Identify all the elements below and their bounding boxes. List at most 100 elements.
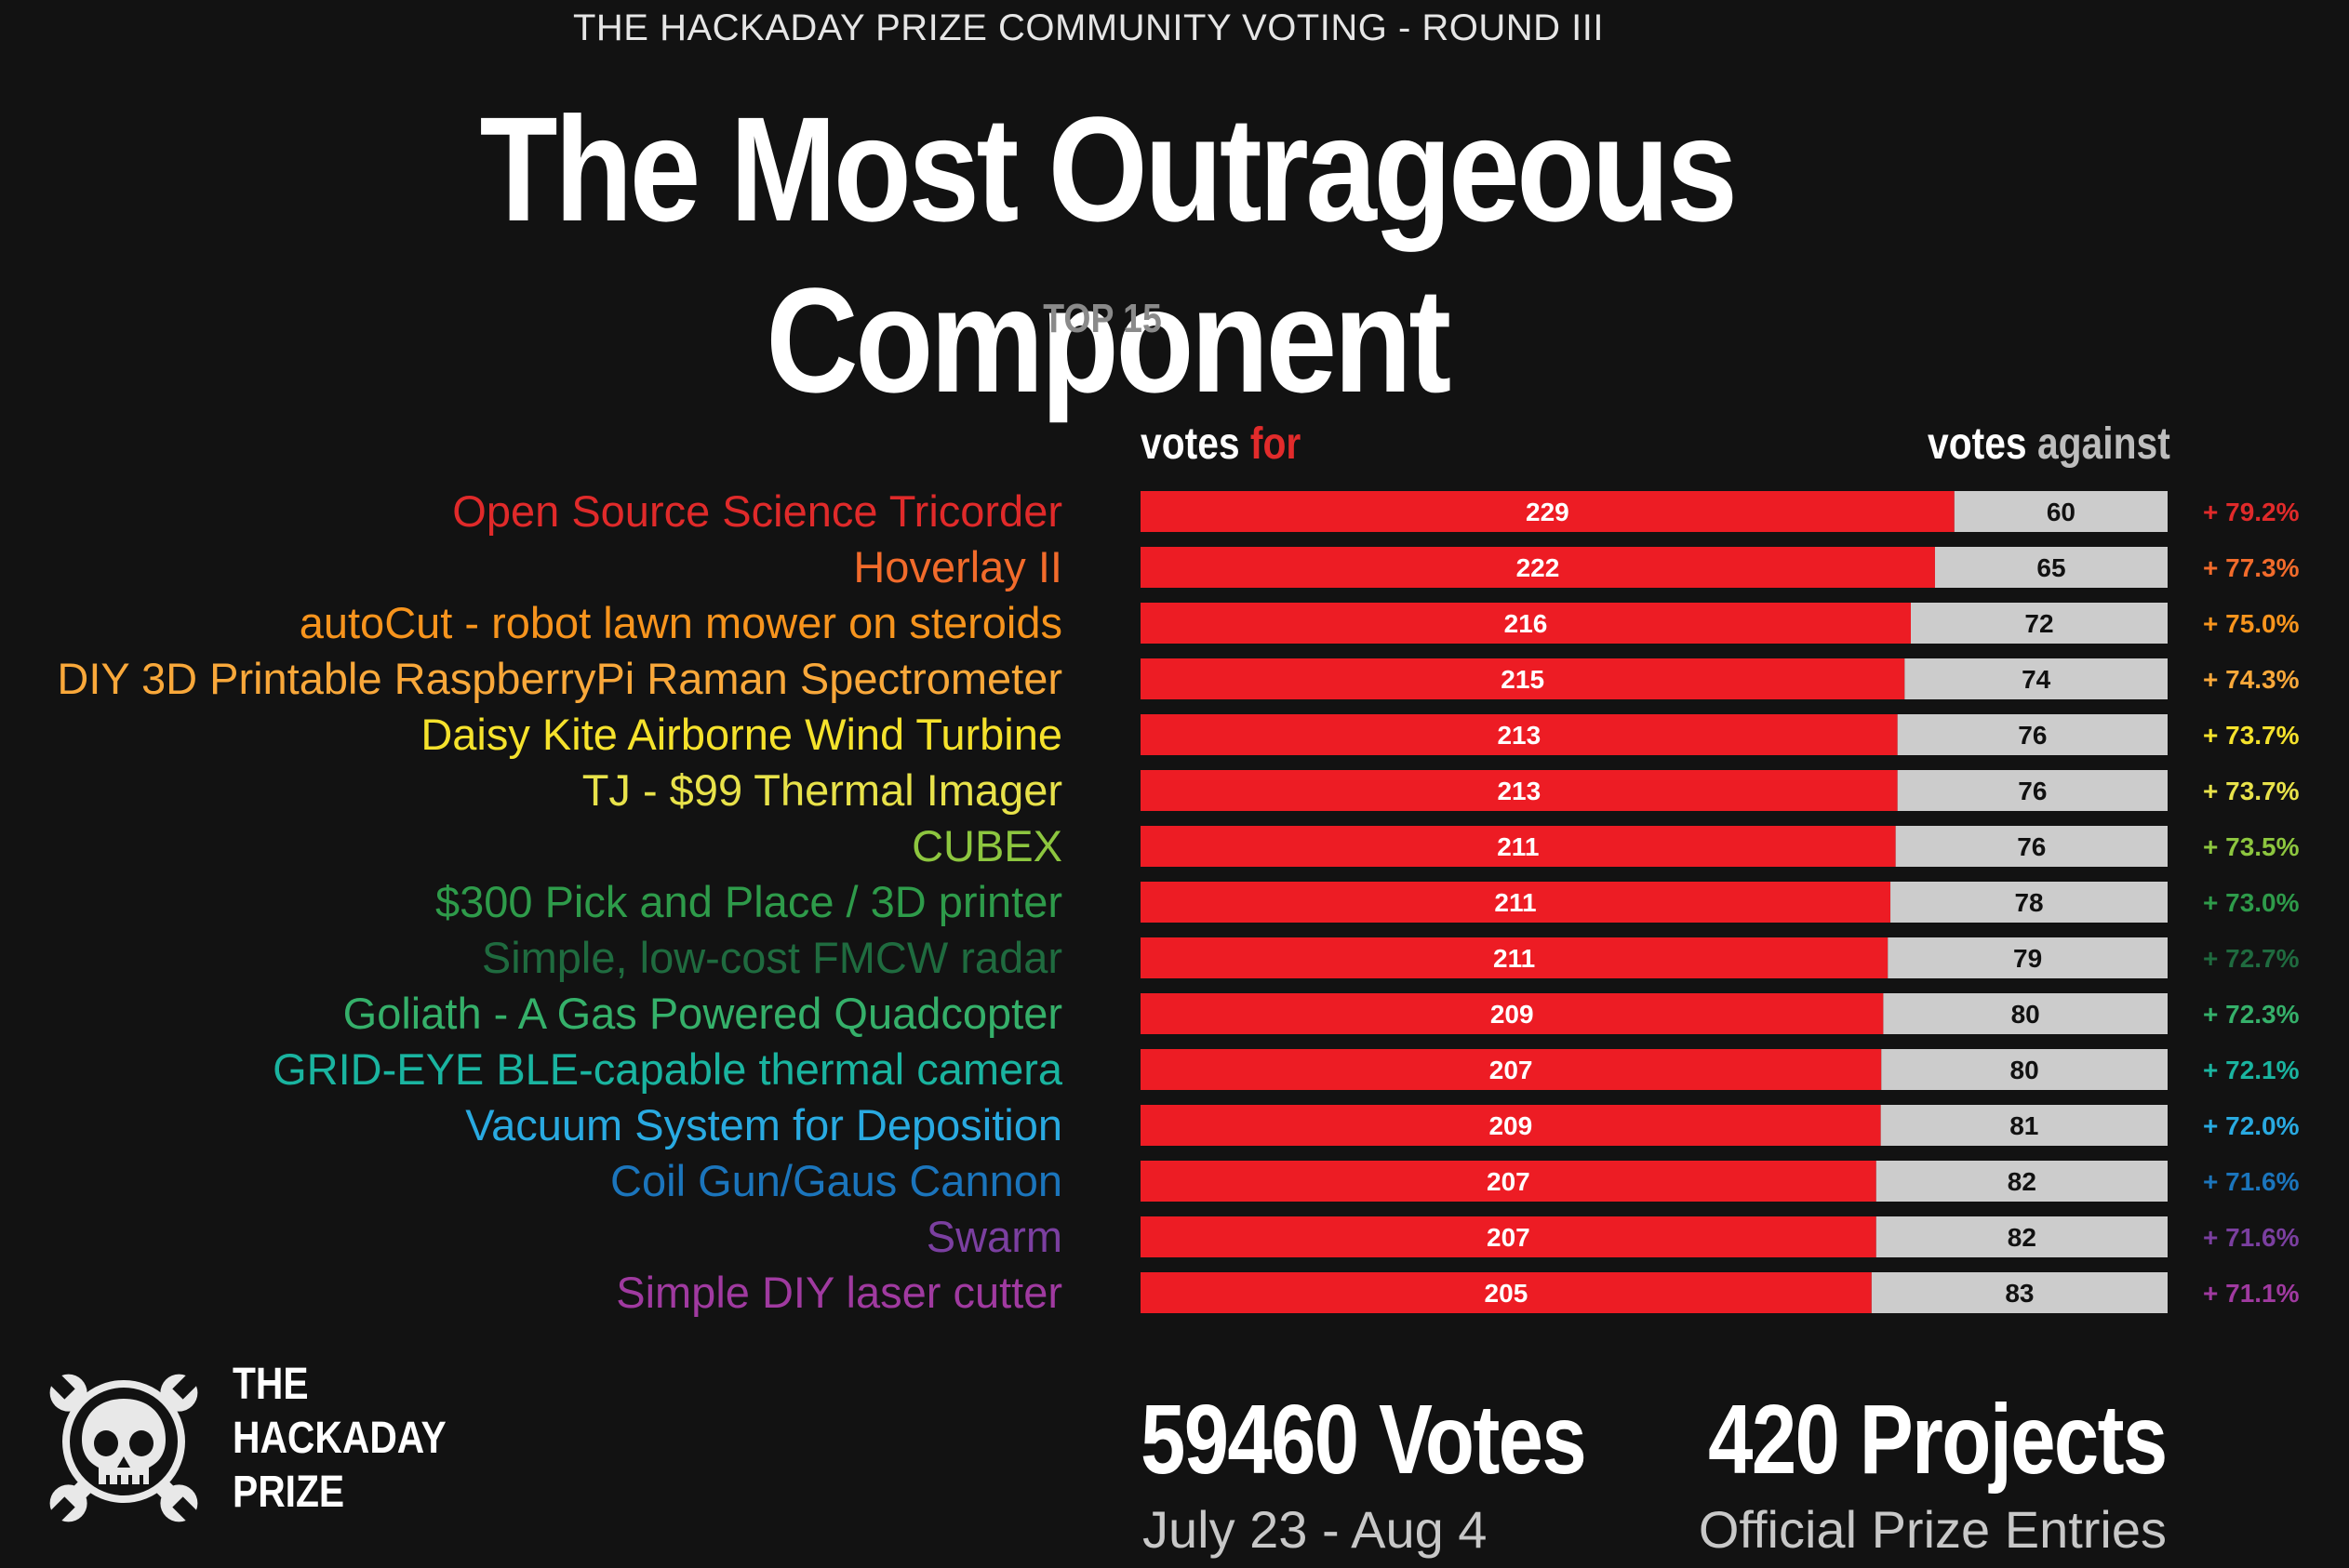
value-label-for: 215 <box>1501 665 1544 694</box>
value-label-for: 216 <box>1504 609 1548 638</box>
legend-against-word: against <box>2037 419 2170 469</box>
value-label-for: 211 <box>1494 888 1536 917</box>
bar-votes-against <box>1904 658 2168 699</box>
category-label: Simple DIY laser cutter <box>616 1268 1062 1317</box>
total-votes: 59460 Votes <box>1141 1385 1587 1495</box>
percentage-label: + 73.7% <box>2203 777 2300 805</box>
value-label-for: 205 <box>1485 1279 1528 1308</box>
legend-for-word: for <box>1249 419 1301 469</box>
value-label-against: 82 <box>2008 1167 2036 1196</box>
value-label-for: 207 <box>1489 1056 1533 1084</box>
percentage-label: + 72.0% <box>2203 1111 2300 1140</box>
bar-votes-against <box>1888 937 2168 978</box>
category-label: Swarm <box>927 1212 1062 1261</box>
value-label-against: 80 <box>2011 1000 2040 1029</box>
bar-votes-for <box>1141 658 1905 699</box>
category-label: CUBEX <box>912 821 1062 870</box>
value-label-against: 79 <box>2013 944 2042 973</box>
category-label: Simple, low-cost FMCW radar <box>482 933 1062 982</box>
brand-name: THE HACKADAY PRIZE <box>233 1358 447 1520</box>
value-label-for: 222 <box>1516 553 1560 582</box>
bar-votes-for <box>1141 547 1935 588</box>
category-label: $300 Pick and Place / 3D printer <box>435 877 1062 926</box>
percentage-label: + 73.7% <box>2203 721 2300 750</box>
category-label: TJ - $99 Thermal Imager <box>582 765 1062 815</box>
value-label-for: 229 <box>1526 498 1569 526</box>
percentage-label: + 72.1% <box>2203 1056 2300 1084</box>
value-label-against: 76 <box>2017 832 2046 861</box>
percentage-label: + 79.2% <box>2203 498 2300 526</box>
percentage-label: + 75.0% <box>2203 609 2300 638</box>
bar-votes-for <box>1141 1161 1876 1202</box>
bar-votes-for <box>1141 1049 1882 1090</box>
value-label-against: 81 <box>2009 1111 2038 1140</box>
percentage-label: + 73.0% <box>2203 888 2300 917</box>
category-label: Vacuum System for Deposition <box>465 1100 1062 1149</box>
value-label-for: 213 <box>1497 777 1541 805</box>
bar-votes-against <box>1897 714 2168 755</box>
value-label-for: 209 <box>1490 1000 1534 1029</box>
total-projects: 420 Projects <box>1708 1385 2168 1495</box>
bar-votes-for <box>1141 603 1911 644</box>
value-label-against: 65 <box>2036 553 2065 582</box>
category-label: Hoverlay II <box>853 542 1062 591</box>
category-label: GRID-EYE BLE-capable thermal camera <box>273 1044 1063 1094</box>
value-label-for: 207 <box>1487 1167 1530 1196</box>
legend-votes-against: votes against <box>1928 419 2170 470</box>
value-label-against: 78 <box>2014 888 2043 917</box>
percentage-label: + 74.3% <box>2203 665 2300 694</box>
value-label-for: 211 <box>1497 832 1539 861</box>
bar-votes-for <box>1141 1105 1881 1146</box>
value-label-against: 60 <box>2047 498 2075 526</box>
bar-votes-for <box>1141 882 1891 923</box>
bar-votes-for <box>1141 1272 1872 1313</box>
percentage-label: + 71.6% <box>2203 1167 2300 1196</box>
percentage-label: + 77.3% <box>2203 553 2300 582</box>
brand-line-3: PRIZE <box>233 1468 345 1517</box>
value-label-for: 207 <box>1487 1223 1530 1252</box>
brand-line-2: HACKADAY <box>233 1414 447 1463</box>
bar-votes-for <box>1141 1216 1876 1257</box>
value-label-against: 74 <box>2022 665 2051 694</box>
bar-votes-against <box>1875 1216 2168 1257</box>
bar-votes-against <box>1881 1049 2168 1090</box>
percentage-label: + 73.5% <box>2203 832 2300 861</box>
bar-votes-for <box>1141 937 1889 978</box>
value-label-against: 76 <box>2018 721 2047 750</box>
bar-votes-against <box>1911 603 2168 644</box>
voting-dates: July 23 - Aug 4 <box>1142 1500 1488 1559</box>
bar-votes-for <box>1141 993 1884 1034</box>
value-label-against: 72 <box>2024 609 2053 638</box>
category-label: DIY 3D Printable RaspberryPi Raman Spect… <box>57 654 1062 703</box>
value-label-against: 82 <box>2008 1223 2036 1252</box>
category-label: Coil Gun/Gaus Cannon <box>610 1156 1062 1205</box>
projects-subtitle: Official Prize Entries <box>1698 1500 2167 1559</box>
category-label: autoCut - robot lawn mower on steroids <box>300 598 1062 647</box>
supertitle: THE HACKADAY PRIZE COMMUNITY VOTING - RO… <box>572 7 1605 48</box>
bar-votes-against <box>1871 1272 2168 1313</box>
percentage-label: + 72.3% <box>2203 1000 2300 1029</box>
bar-votes-against <box>1875 1161 2168 1202</box>
value-label-against: 80 <box>2010 1056 2039 1084</box>
bar-votes-for <box>1141 714 1898 755</box>
legend-votes-word: votes <box>1141 419 1240 469</box>
bar-votes-against <box>1897 770 2168 811</box>
value-label-for: 211 <box>1493 944 1535 973</box>
bar-votes-against <box>1883 993 2168 1034</box>
bar-votes-against <box>1880 1105 2168 1146</box>
hackaday-skull-wrenches-logo <box>45 1369 203 1527</box>
value-label-for: 209 <box>1488 1111 1532 1140</box>
bar-votes-for <box>1141 826 1896 867</box>
value-label-against: 83 <box>2005 1279 2034 1308</box>
bar-votes-against <box>1954 491 2168 532</box>
percentage-label: + 72.7% <box>2203 944 2300 973</box>
bar-votes-for <box>1141 770 1898 811</box>
bar-votes-against <box>1890 882 2168 923</box>
bar-votes-against <box>1895 826 2168 867</box>
bar-votes-for <box>1141 491 1955 532</box>
category-label: Open Source Science Tricorder <box>452 486 1062 536</box>
bar-votes-against <box>1934 547 2168 588</box>
percentage-label: + 71.1% <box>2203 1279 2300 1308</box>
legend-votes-for: votes for <box>1141 419 1301 470</box>
